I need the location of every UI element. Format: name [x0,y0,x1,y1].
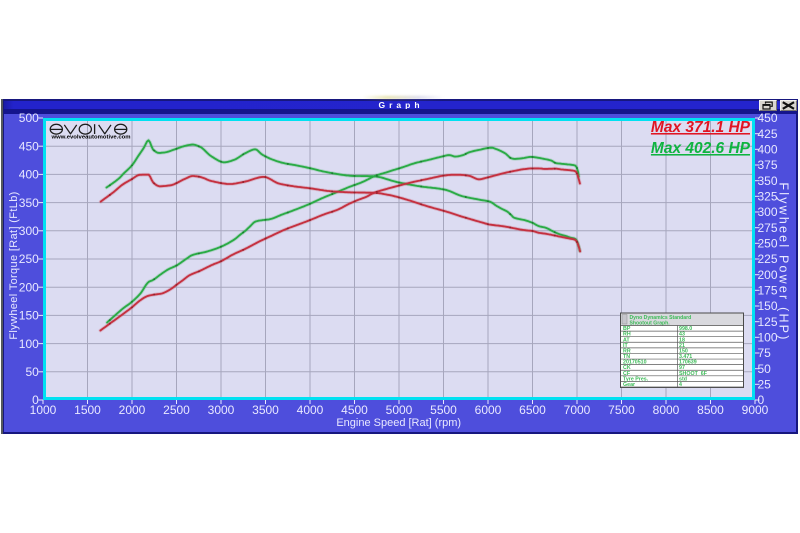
svg-text:AT: AT [623,337,630,343]
svg-text:43: 43 [679,332,685,338]
svg-text:6000: 6000 [475,403,502,417]
svg-text:3000: 3000 [208,403,235,417]
svg-text:5500: 5500 [430,403,457,417]
svg-text:BP: BP [623,326,631,332]
svg-text:20170510: 20170510 [623,360,647,366]
svg-text:3.471: 3.471 [679,354,692,360]
svg-text:25: 25 [758,378,772,392]
svg-text:5000: 5000 [386,403,413,417]
svg-text:21: 21 [679,343,685,349]
svg-text:Gear: Gear [623,382,635,388]
svg-text:0: 0 [758,393,765,407]
svg-text:75: 75 [758,346,772,360]
svg-text:400: 400 [19,168,39,182]
svg-text:Engine Speed [Rat] (rpm): Engine Speed [Rat] (rpm) [336,417,461,429]
svg-text:18: 18 [679,337,685,343]
svg-text:Max 402.6 HP: Max 402.6 HP [651,140,751,157]
svg-text:Flywheel Power (HP): Flywheel Power (HP) [777,182,791,341]
svg-text:50: 50 [25,365,39,379]
svg-text:2500: 2500 [163,403,190,417]
svg-text:100: 100 [758,331,778,345]
svg-text:6500: 6500 [519,403,546,417]
svg-text:998.0: 998.0 [679,326,692,332]
svg-text:175: 175 [758,284,778,298]
svg-text:RR: RR [623,348,631,354]
svg-text:450: 450 [19,139,39,153]
svg-text:170639: 170639 [679,360,697,366]
svg-text:350: 350 [19,196,39,210]
svg-text:150: 150 [679,348,688,354]
svg-text:Dyno Dynamics Standard: Dyno Dynamics Standard [630,315,692,321]
svg-text:Shootout Graph.: Shootout Graph. [630,320,671,326]
svg-text:3500: 3500 [252,403,279,417]
svg-text:225: 225 [758,252,778,266]
svg-text:425: 425 [758,127,778,141]
svg-text:100: 100 [19,337,39,351]
svg-text:200: 200 [758,268,778,282]
svg-text:7000: 7000 [564,403,591,417]
svg-text:2000: 2000 [119,403,146,417]
svg-text:0: 0 [32,393,39,407]
svg-text:www.evolveautomotive.com: www.evolveautomotive.com [50,135,130,141]
svg-text:400: 400 [758,143,778,157]
svg-text:8500: 8500 [697,403,724,417]
svg-text:CK: CK [623,365,631,371]
svg-text:IT: IT [623,343,628,349]
svg-text:250: 250 [758,237,778,251]
svg-text:300: 300 [19,224,39,238]
svg-text:200: 200 [19,280,39,294]
svg-text:50: 50 [758,362,772,376]
svg-text:9000: 9000 [742,403,769,417]
svg-text:TN: TN [623,354,630,360]
svg-text:375: 375 [758,158,778,172]
svg-text:4: 4 [679,382,682,388]
svg-text:97: 97 [679,365,685,371]
svg-text:125: 125 [758,315,778,329]
svg-text:Max 371.1 HP: Max 371.1 HP [651,119,751,136]
svg-text:150: 150 [758,299,778,313]
svg-text:std: std [679,376,687,382]
svg-text:1000: 1000 [30,403,57,417]
svg-text:250: 250 [19,252,39,266]
svg-text:450: 450 [758,111,778,125]
svg-text:1500: 1500 [74,403,101,417]
svg-text:300: 300 [758,205,778,219]
svg-text:275: 275 [758,221,778,235]
svg-text:8000: 8000 [653,403,680,417]
svg-text:4000: 4000 [297,403,324,417]
svg-text:SHOOT_6F: SHOOT_6F [679,371,708,377]
svg-text:7500: 7500 [608,403,635,417]
svg-text:Flywheel Torque [Rat] (FtLb): Flywheel Torque [Rat] (FtLb) [8,191,20,339]
svg-text:Tyre Pres.: Tyre Pres. [623,376,649,382]
svg-text:4500: 4500 [341,403,368,417]
svg-text:CF: CF [623,371,631,377]
svg-text:150: 150 [19,309,39,323]
svg-text:500: 500 [19,111,39,125]
svg-text:350: 350 [758,174,778,188]
svg-text:325: 325 [758,190,778,204]
svg-text:RH: RH [623,332,631,338]
